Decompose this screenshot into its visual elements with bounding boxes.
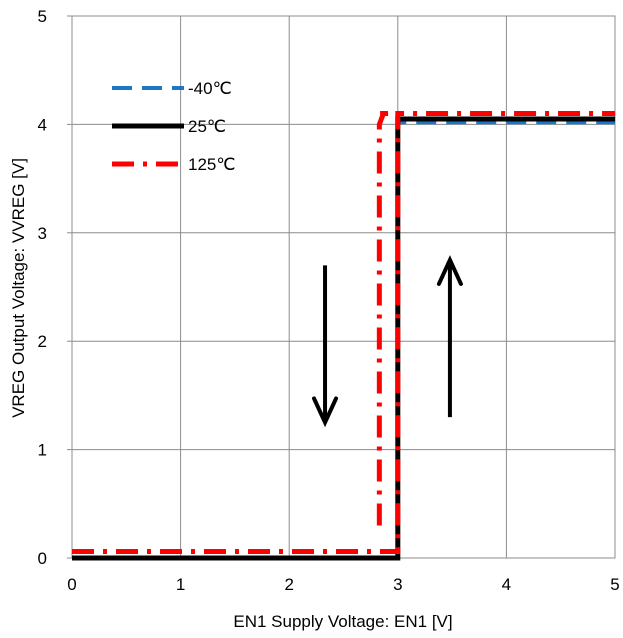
x-tick-label-5: 5	[610, 575, 619, 594]
legend-label-0: -40℃	[188, 79, 232, 98]
legend-label-2: 125℃	[188, 155, 235, 174]
legend: -40℃ 25℃ 125℃	[112, 79, 235, 174]
y-tick-label-2: 2	[38, 332, 47, 351]
y-tick-label-3: 3	[38, 224, 47, 243]
series-line-1	[72, 116, 615, 561]
y-tick-label-0: 0	[38, 549, 47, 568]
series-line-3	[376, 111, 398, 526]
y-tick-label-5: 5	[38, 7, 47, 26]
x-tick-label-1: 1	[176, 575, 185, 594]
legend-label-1: 25℃	[188, 117, 226, 136]
y-axis-title: VREG Output Voltage: VVREG [V]	[9, 158, 28, 418]
x-tick-label-4: 4	[502, 575, 511, 594]
arrow-up	[436, 255, 463, 418]
series-line-2	[72, 111, 615, 554]
y-tick-label-4: 4	[38, 115, 47, 134]
x-tick-label-0: 0	[67, 575, 76, 594]
arrow-down	[312, 265, 339, 428]
tick-labels: 0 1 2 3 4 5 0 1 2 3 4 5	[38, 7, 620, 594]
arrow-head-1	[436, 255, 463, 286]
y-tick-label-1: 1	[38, 441, 47, 460]
x-tick-label-3: 3	[393, 575, 402, 594]
arrow-head-0	[312, 396, 339, 428]
arrows-layer	[312, 255, 463, 428]
x-tick-label-2: 2	[284, 575, 293, 594]
x-axis-title: EN1 Supply Voltage: EN1 [V]	[233, 612, 452, 631]
series-layer	[72, 111, 615, 561]
